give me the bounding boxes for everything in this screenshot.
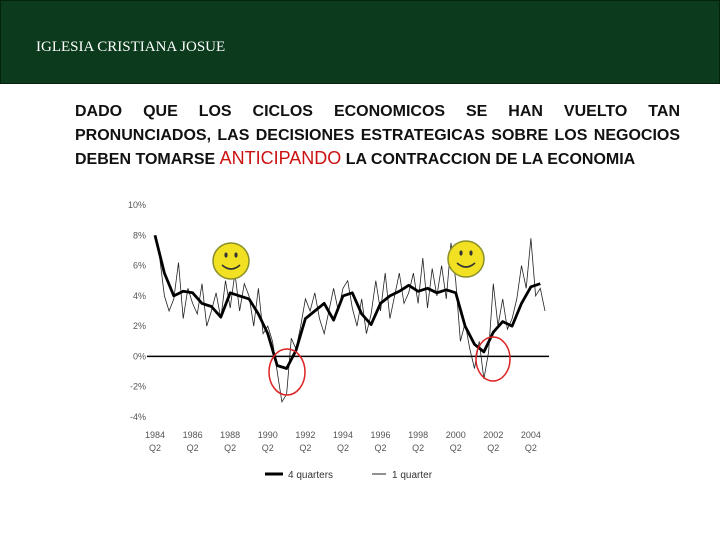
x-tick-year: 2004 [521, 430, 541, 440]
y-tick-label: 8% [133, 230, 146, 240]
x-axis-labels: 1984 Q2 1986 Q2 1988 Q2 1990 Q2 1992 Q2 1994 Q2 1996… [145, 430, 541, 453]
x-tick-quarter: Q2 [337, 443, 349, 453]
recession-circle-1990 [268, 348, 306, 396]
x-tick-year: 2002 [483, 430, 503, 440]
x-tick-quarter: Q2 [187, 443, 199, 453]
slide-header: IGLESIA CRISTIANA JOSUE [0, 0, 720, 84]
chart-legend: 4 quarters 1 quarter [265, 470, 433, 481]
y-tick-label: 10% [128, 200, 146, 210]
header-title: IGLESIA CRISTIANA JOSUE [36, 39, 226, 55]
legend-label-1-quarter: 1 quarter [392, 470, 433, 481]
body-text-part1: DADO QUE LOS CICLOS ECONOMICOS SE HAN VU… [75, 103, 680, 168]
x-tick-year: 1998 [408, 430, 428, 440]
y-tick-label: -4% [130, 412, 146, 422]
x-tick-year: 2000 [446, 430, 466, 440]
body-text-highlight: ANTICIPANDO [219, 148, 342, 168]
x-tick-quarter: Q2 [149, 443, 161, 453]
x-tick-quarter: Q2 [450, 443, 462, 453]
x-tick-quarter: Q2 [412, 443, 424, 453]
y-tick-label: 6% [133, 261, 146, 271]
y-axis-labels: 10% 8% 6% 4% 2% 0% -2% -4% [128, 200, 146, 422]
y-tick-label: 4% [133, 291, 146, 301]
x-tick-quarter: Q2 [525, 443, 537, 453]
y-tick-label: -2% [130, 382, 146, 392]
x-tick-quarter: Q2 [299, 443, 311, 453]
x-tick-year: 1984 [145, 430, 165, 440]
series-line-4-quarters [153, 234, 541, 370]
x-tick-year: 1986 [183, 430, 203, 440]
x-tick-year: 1996 [371, 430, 391, 440]
body-text-part2: LA CONTRACCION DE LA ECONOMIA [341, 151, 636, 168]
x-tick-quarter: Q2 [224, 443, 236, 453]
x-tick-quarter: Q2 [487, 443, 499, 453]
recession-circle-2001 [475, 336, 511, 382]
gdp-growth-chart: 10%8%6%4%2%0%-2%-4% 1984Q21986Q21988Q219… [128, 200, 549, 481]
y-tick-label: 2% [133, 321, 146, 331]
x-tick-year: 1992 [295, 430, 315, 440]
x-tick-quarter: Q2 [375, 443, 387, 453]
smiley-face-icon [212, 242, 250, 280]
legend-label-4-quarters: 4 quarters [288, 470, 333, 481]
smiley-face-icon [447, 240, 485, 278]
x-tick-year: 1990 [258, 430, 278, 440]
x-tick-year: 1994 [333, 430, 353, 440]
y-tick-label: 0% [133, 351, 146, 361]
x-tick-quarter: Q2 [262, 443, 274, 453]
slide-body-text: DADO QUE LOS CICLOS ECONOMICOS SE HAN VU… [75, 100, 680, 172]
x-tick-year: 1988 [220, 430, 240, 440]
